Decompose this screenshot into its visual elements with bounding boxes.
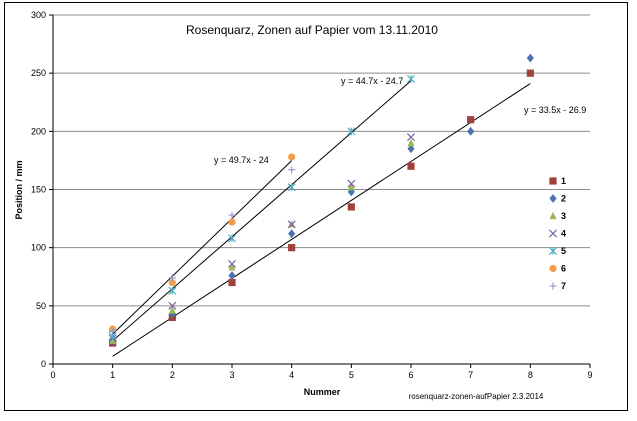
y-tick-label: 50 (36, 301, 46, 311)
trendline-label-3: y = 33.5x - 26.9 (524, 105, 586, 115)
chart-title: Rosenquarz, Zonen auf Papier vom 13.11.2… (186, 23, 438, 37)
point-series-5 (347, 127, 356, 136)
series-7 (109, 166, 296, 336)
point-series-3 (407, 138, 415, 147)
series-5 (108, 74, 416, 341)
point-series-1 (288, 244, 296, 252)
series-2 (109, 53, 534, 346)
point-series-7 (228, 211, 236, 219)
point-series-7 (288, 166, 296, 174)
x-tick-label: 6 (408, 370, 413, 380)
point-series-2 (526, 53, 534, 63)
trendline-2 (112, 80, 412, 342)
legend-label-4: 4 (561, 229, 566, 239)
x-tick-label: 3 (229, 370, 234, 380)
point-series-6 (228, 218, 236, 226)
point-series-3 (168, 306, 176, 314)
legend-marker-3 (549, 211, 557, 220)
data-points (108, 53, 534, 347)
y-tick-label: 250 (31, 68, 46, 78)
legend-marker-6 (549, 264, 557, 273)
y-tick-label: 150 (31, 185, 46, 195)
point-series-4 (347, 179, 356, 188)
chart-frame (4, 2, 628, 411)
point-series-5 (168, 286, 177, 295)
point-series-3 (228, 263, 236, 271)
x-axis-title: Nummer (304, 387, 341, 397)
axes: 0 50 100 150 200 250 300 0 1 2 3 4 5 6 7 8 9 (31, 10, 593, 380)
point-series-2 (288, 229, 296, 239)
x-tick-label: 9 (587, 370, 592, 380)
y-tick-label: 0 (41, 359, 46, 369)
footer-note: rosenquarz-zonen-aufPapier 2.3.2014 (409, 392, 544, 401)
point-series-6 (168, 278, 176, 287)
series-3 (109, 138, 415, 344)
legend-label-3: 3 (561, 211, 566, 221)
point-series-3 (109, 336, 117, 344)
y-tick-label: 100 (31, 243, 46, 253)
point-series-5 (287, 183, 296, 192)
legend: 1 2 3 4 5 6 7 (548, 176, 566, 291)
legend-marker-5 (548, 246, 558, 256)
point-series-1 (407, 162, 415, 170)
point-series-5 (227, 234, 237, 243)
x-tick-label: 2 (170, 370, 175, 380)
x-tick-label: 1 (110, 370, 115, 380)
point-series-2 (407, 144, 415, 154)
grid-lines (53, 14, 590, 307)
x-tick-label: 4 (289, 370, 294, 380)
point-series-1 (347, 203, 355, 211)
y-tick-label: 300 (31, 10, 46, 20)
point-series-4 (168, 301, 177, 310)
trendline-label-1: y = 49.7x - 24 (214, 155, 269, 165)
x-tick-label: 8 (528, 370, 533, 380)
point-series-3 (347, 183, 355, 191)
point-series-4 (287, 220, 296, 229)
x-tick-label: 7 (468, 370, 473, 380)
legend-marker-4 (548, 229, 558, 238)
point-series-1 (526, 69, 534, 77)
legend-label-7: 7 (561, 281, 566, 291)
point-series-4 (406, 133, 416, 142)
trendline-1 (112, 160, 293, 335)
legend-label-1: 1 (561, 176, 566, 186)
point-series-1 (228, 278, 236, 287)
x-tick-label: 5 (349, 370, 354, 380)
legend-marker-1 (549, 177, 557, 185)
legend-label-6: 6 (561, 264, 566, 274)
trendline-label-2: y = 44.7x - 24.7 (341, 76, 403, 86)
trendline-3 (112, 83, 531, 357)
legend-label-2: 2 (561, 194, 566, 204)
x-tick-label: 0 (50, 370, 55, 380)
point-series-1 (467, 116, 475, 124)
legend-label-5: 5 (561, 246, 566, 256)
y-tick-label: 200 (31, 126, 46, 136)
point-series-7 (109, 327, 117, 336)
point-series-6 (288, 153, 296, 161)
legend-marker-7 (549, 282, 557, 290)
point-series-5 (406, 74, 416, 84)
point-series-2 (467, 126, 475, 136)
trendlines (112, 80, 531, 357)
y-axis-title: Position / mm (14, 160, 24, 219)
point-series-7 (168, 274, 176, 282)
point-series-4 (227, 259, 237, 268)
legend-marker-2 (549, 194, 557, 203)
point-series-2 (228, 271, 236, 280)
